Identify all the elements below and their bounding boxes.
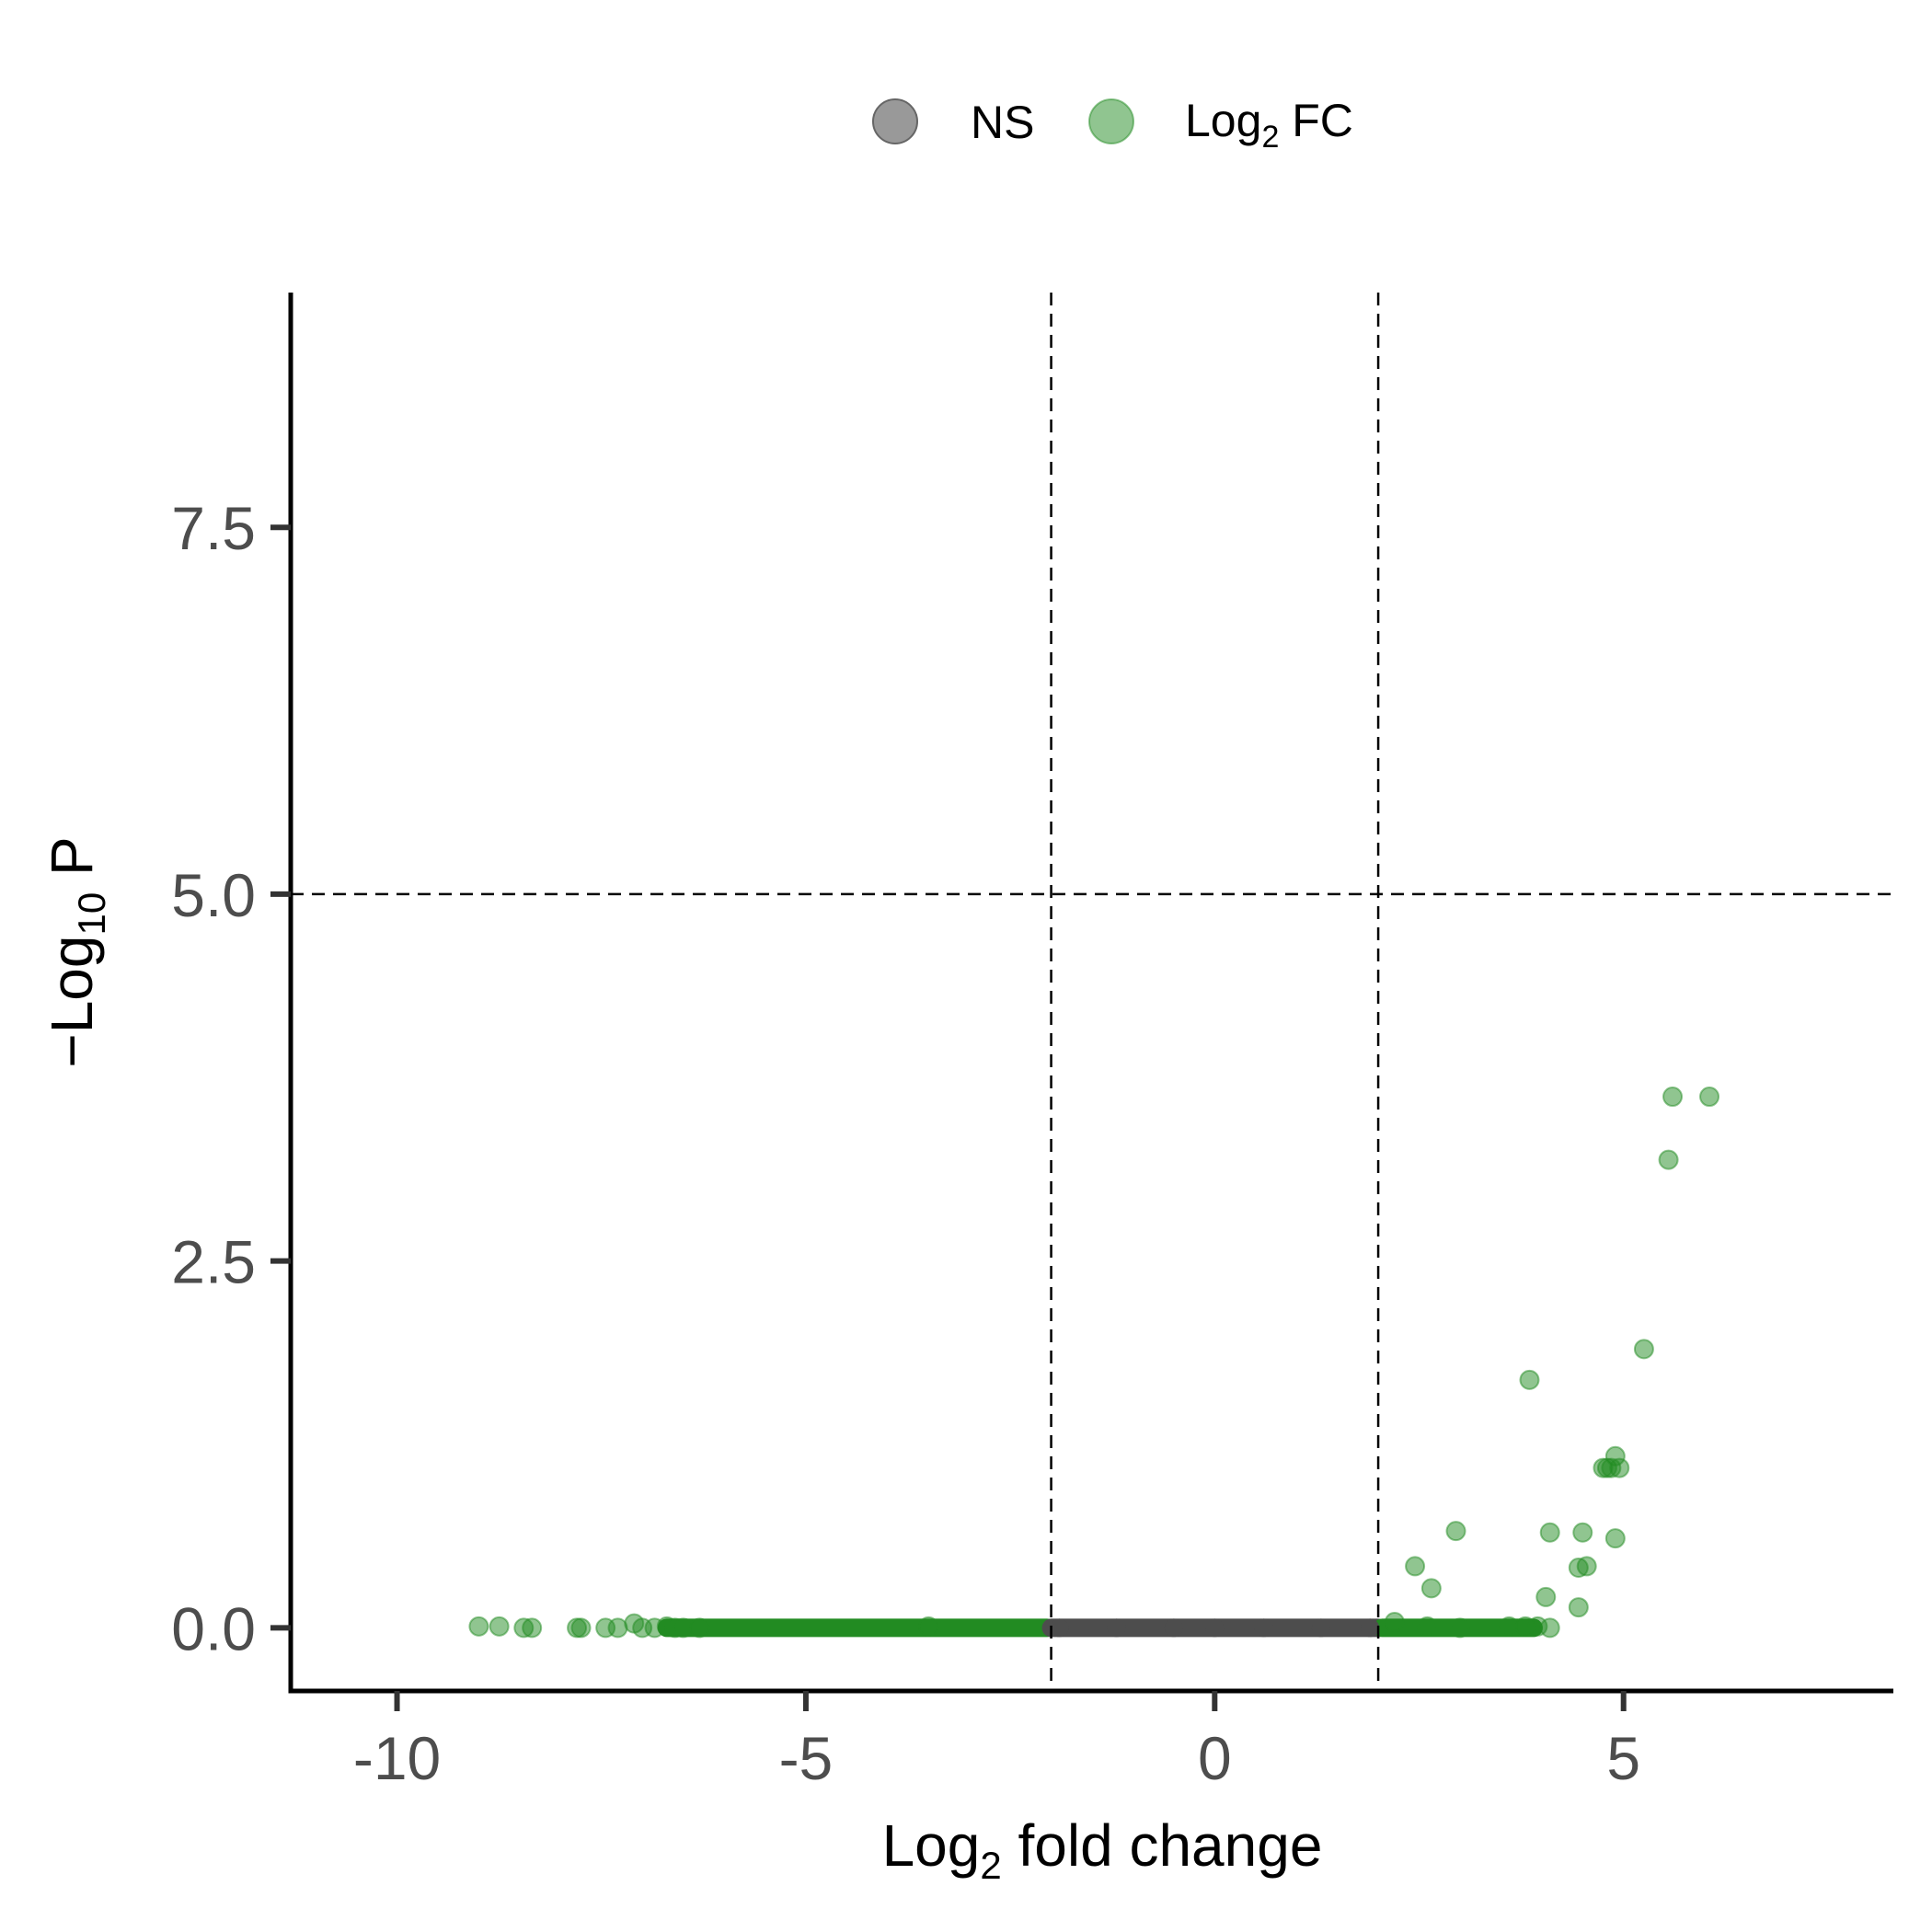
fc-point xyxy=(1449,1617,1470,1639)
fc-point xyxy=(1699,1087,1720,1108)
legend-ns-label: NS xyxy=(971,97,1034,148)
fc-point xyxy=(522,1617,543,1639)
fc-point xyxy=(1405,1556,1426,1577)
fc-point xyxy=(1658,1149,1679,1170)
fc-point xyxy=(689,1617,710,1639)
x-tick-label: 0 xyxy=(1198,1724,1232,1792)
x-axis-title: Log2 fold change xyxy=(882,1812,1323,1887)
y-tick-label: 7.5 xyxy=(171,494,256,562)
ns-point xyxy=(1050,1618,1069,1638)
fc-point xyxy=(468,1616,489,1637)
fc-point xyxy=(1417,1616,1438,1637)
fc-point xyxy=(1519,1369,1540,1390)
ns-point xyxy=(1205,1618,1225,1638)
y-ticks: 0.0 2.5 5.0 7.5 xyxy=(171,494,291,1662)
fc-point xyxy=(1384,1612,1405,1633)
x-tick-label: -5 xyxy=(779,1724,834,1792)
fc-point xyxy=(1420,1578,1442,1599)
fc-point xyxy=(1535,1586,1557,1607)
fc-point xyxy=(1539,1522,1560,1543)
points-layer xyxy=(468,1087,1720,1639)
fc-point xyxy=(1633,1339,1654,1360)
legend: NS Log2 FC xyxy=(872,95,1353,155)
ns-point xyxy=(1254,1618,1273,1638)
cutoff-lines xyxy=(291,293,1893,1691)
fc-point xyxy=(1604,1445,1626,1466)
y-tick-label: 2.5 xyxy=(171,1228,256,1296)
fc-point xyxy=(1576,1556,1597,1577)
y-tick-label: 0.0 xyxy=(171,1594,256,1662)
fc-point xyxy=(607,1617,628,1639)
x-tick-label: -10 xyxy=(353,1724,441,1792)
fc-point xyxy=(1662,1087,1684,1108)
ns-point xyxy=(1361,1618,1380,1638)
ns-point xyxy=(1311,1618,1330,1638)
fc-point xyxy=(489,1616,510,1637)
fc-point xyxy=(1572,1522,1593,1543)
legend-ns-swatch xyxy=(872,98,918,144)
legend-fc-swatch xyxy=(1088,98,1134,144)
fc-point xyxy=(1604,1528,1626,1549)
y-axis-title: −Log10 P xyxy=(39,836,113,1067)
ns-point xyxy=(1164,1618,1183,1638)
x-ticks: -10 -5 0 5 xyxy=(353,1691,1640,1792)
y-tick-label: 5.0 xyxy=(171,861,256,929)
ns-point xyxy=(1107,1618,1126,1638)
x-tick-label: 5 xyxy=(1606,1724,1640,1792)
fc-point xyxy=(1445,1521,1466,1542)
fc-point xyxy=(570,1617,592,1639)
fc-point xyxy=(918,1616,939,1637)
fc-point xyxy=(1539,1617,1560,1639)
legend-fc-label: Log2 FC xyxy=(1185,95,1353,155)
fc-point xyxy=(1568,1597,1589,1618)
